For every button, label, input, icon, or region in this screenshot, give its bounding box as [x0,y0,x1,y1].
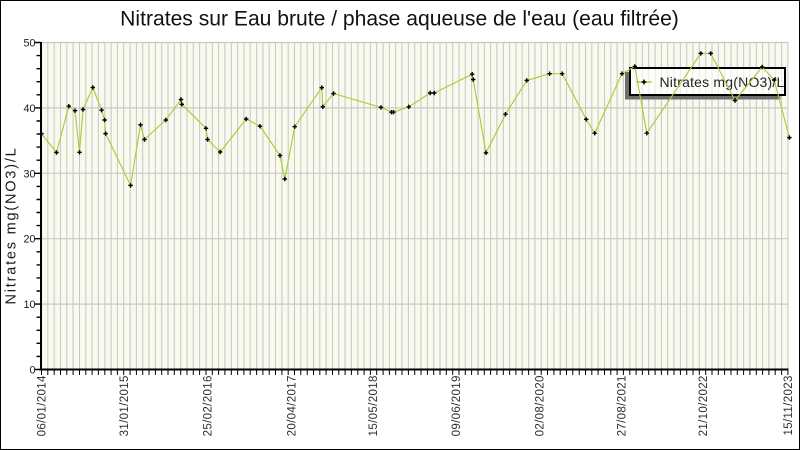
svg-text:21/10/2022: 21/10/2022 [698,375,710,436]
svg-text:Nitrates sur Eau brute / phase: Nitrates sur Eau brute / phase aqueuse d… [120,8,679,31]
svg-text:06/01/2014: 06/01/2014 [37,375,49,436]
svg-text:0: 0 [29,365,35,377]
svg-text:40: 40 [23,103,35,115]
svg-text:30: 30 [23,168,35,180]
svg-text:20/04/2017: 20/04/2017 [286,375,298,436]
svg-text:31/01/2015: 31/01/2015 [119,375,131,436]
svg-text:Nitrates mg(NO3)/L: Nitrates mg(NO3)/L [4,146,20,304]
svg-text:27/08/2021: 27/08/2021 [616,375,628,436]
svg-text:09/06/2019: 09/06/2019 [451,375,463,436]
svg-text:15/05/2018: 15/05/2018 [368,375,380,436]
svg-text:25/02/2016: 25/02/2016 [203,375,215,436]
svg-text:10: 10 [23,299,35,311]
svg-text:02/08/2020: 02/08/2020 [535,375,547,436]
svg-text:15/11/2023: 15/11/2023 [783,375,795,435]
svg-text:50: 50 [23,38,35,50]
svg-text:20: 20 [23,234,35,246]
